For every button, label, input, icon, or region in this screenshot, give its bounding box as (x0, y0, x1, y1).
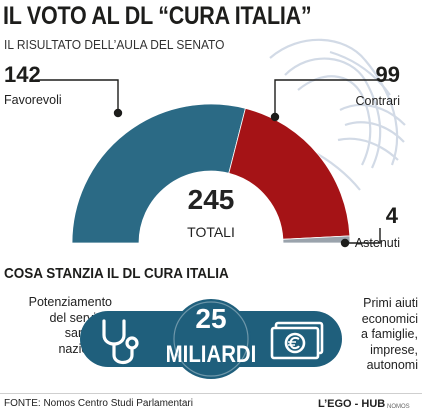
leader-line-favorevoli (35, 79, 119, 113)
right-description-line: a famiglie, (361, 327, 418, 341)
section-title: COSA STANZIA IL DL CURA ITALIA (4, 265, 229, 282)
astenuti-label: Astenuti (354, 236, 400, 250)
leader-line-contrari (274, 79, 392, 117)
slice-contrari (228, 107, 351, 240)
amount-unit: MILIARDI (165, 341, 257, 368)
amount-value: 25 (195, 303, 227, 334)
astenuti-value: 4 (385, 203, 398, 228)
publisher-logo: L’EGO - HUB (318, 398, 386, 410)
right-description-line: imprese, (370, 342, 418, 357)
amount-banner (80, 299, 342, 379)
favorevoli-label: Favorevoli (4, 93, 62, 107)
slice-favorevoli (71, 103, 246, 244)
total-value: 245 (187, 184, 235, 215)
leader-dot-contrari (270, 112, 280, 122)
footer-divider (0, 393, 422, 394)
publisher-logo-sub: NOMOS (387, 404, 410, 410)
favorevoli-value: 142 (4, 62, 41, 87)
right-description-line: Primi aiuti (363, 296, 418, 310)
right-description-line: economici (361, 311, 418, 326)
left-description-line: Potenziamento (28, 295, 112, 309)
contrari-label: Contrari (355, 94, 400, 108)
slice-astenuti (282, 235, 351, 244)
stethoscope-icon (102, 319, 139, 365)
leader-line-astenuti (345, 228, 381, 244)
leader-dot-favorevoli (113, 108, 123, 118)
chart-subtitle: IL RISULTATO DELL’AULA DEL SENATO (4, 37, 225, 52)
right-description-line: autonomi (366, 358, 418, 372)
chart-title: IL VOTO AL DL “CURA ITALIA” (3, 2, 312, 30)
total-label: TOTALI (187, 224, 235, 240)
right-description: Primi aiuti economici a famiglie, impres… (352, 296, 418, 374)
leader-dot-astenuti (340, 238, 350, 248)
contrari-value: 99 (375, 62, 400, 87)
source-note: FONTE: Nomos Centro Studi Parlamentari (4, 398, 193, 409)
money-icon (270, 321, 324, 360)
